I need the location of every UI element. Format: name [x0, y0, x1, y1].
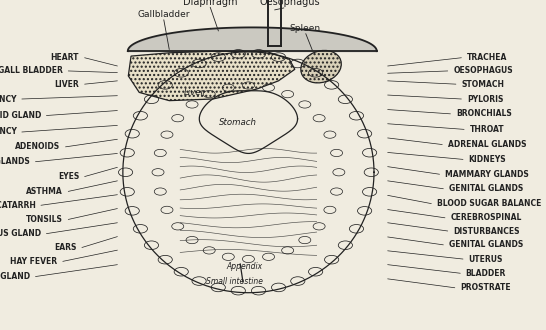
- Text: THROAT: THROAT: [470, 125, 504, 134]
- Text: UTERUS: UTERUS: [468, 254, 503, 264]
- Text: ADRENAL GLANDS: ADRENAL GLANDS: [448, 140, 526, 149]
- Text: STOMACH: STOMACH: [461, 80, 505, 89]
- Text: Spleen: Spleen: [289, 24, 321, 33]
- Text: GALL BLADDER: GALL BLADDER: [0, 66, 63, 76]
- Text: NASAL CATARRH: NASAL CATARRH: [0, 201, 35, 210]
- Text: TRACHEA: TRACHEA: [467, 53, 507, 62]
- Text: Small intestine: Small intestine: [206, 277, 263, 286]
- Ellipse shape: [301, 50, 341, 83]
- Text: Liver: Liver: [183, 88, 204, 97]
- Text: THYROID GLAND: THYROID GLAND: [0, 111, 41, 120]
- Text: THYMUS GLAND: THYMUS GLAND: [0, 229, 41, 238]
- Text: GENITAL GLANDS: GENITAL GLANDS: [449, 240, 523, 249]
- Text: TONSILS: TONSILS: [26, 215, 63, 224]
- Text: PITUITARY GLAND: PITUITARY GLAND: [0, 272, 30, 281]
- Text: DISTURBANCES: DISTURBANCES: [453, 226, 520, 236]
- Text: MAMMARY GLANDS: MAMMARY GLANDS: [445, 170, 529, 179]
- Text: ASTHMA: ASTHMA: [26, 187, 63, 196]
- Text: HAY FEVER: HAY FEVER: [10, 257, 57, 266]
- Text: Oesophagus: Oesophagus: [259, 0, 320, 7]
- Text: MAMMARY GLANDS: MAMMARY GLANDS: [0, 157, 30, 166]
- Text: GENITAL GLANDS: GENITAL GLANDS: [449, 184, 523, 193]
- Polygon shape: [128, 51, 295, 101]
- Text: PYLORIS: PYLORIS: [467, 94, 503, 104]
- Text: Appendix: Appendix: [227, 262, 263, 271]
- Text: CALCIUM DEFICIENCY: CALCIUM DEFICIENCY: [0, 94, 16, 104]
- Text: OESOPHAGUS: OESOPHAGUS: [453, 66, 513, 76]
- Text: KIDNEYS: KIDNEYS: [468, 155, 506, 164]
- Text: Stomach: Stomach: [218, 118, 257, 127]
- Text: EARS: EARS: [54, 243, 76, 252]
- Text: BLADDER: BLADDER: [466, 269, 506, 278]
- Text: EYES: EYES: [58, 172, 79, 181]
- Text: BRONCHIALS: BRONCHIALS: [456, 109, 512, 118]
- Text: PROSTRATE: PROSTRATE: [460, 283, 511, 292]
- Text: ADENOIDS: ADENOIDS: [15, 142, 60, 151]
- Text: BLOOD SUGAR BALANCE: BLOOD SUGAR BALANCE: [437, 199, 541, 208]
- Text: HEART: HEART: [51, 53, 79, 62]
- Text: Gallbladder: Gallbladder: [138, 10, 190, 19]
- Text: CEREBROSPINAL: CEREBROSPINAL: [450, 213, 522, 222]
- Text: Diaphragm: Diaphragm: [183, 0, 238, 7]
- Text: LIVER: LIVER: [55, 80, 79, 89]
- Text: VITAMIN DERCIENCY: VITAMIN DERCIENCY: [0, 127, 16, 137]
